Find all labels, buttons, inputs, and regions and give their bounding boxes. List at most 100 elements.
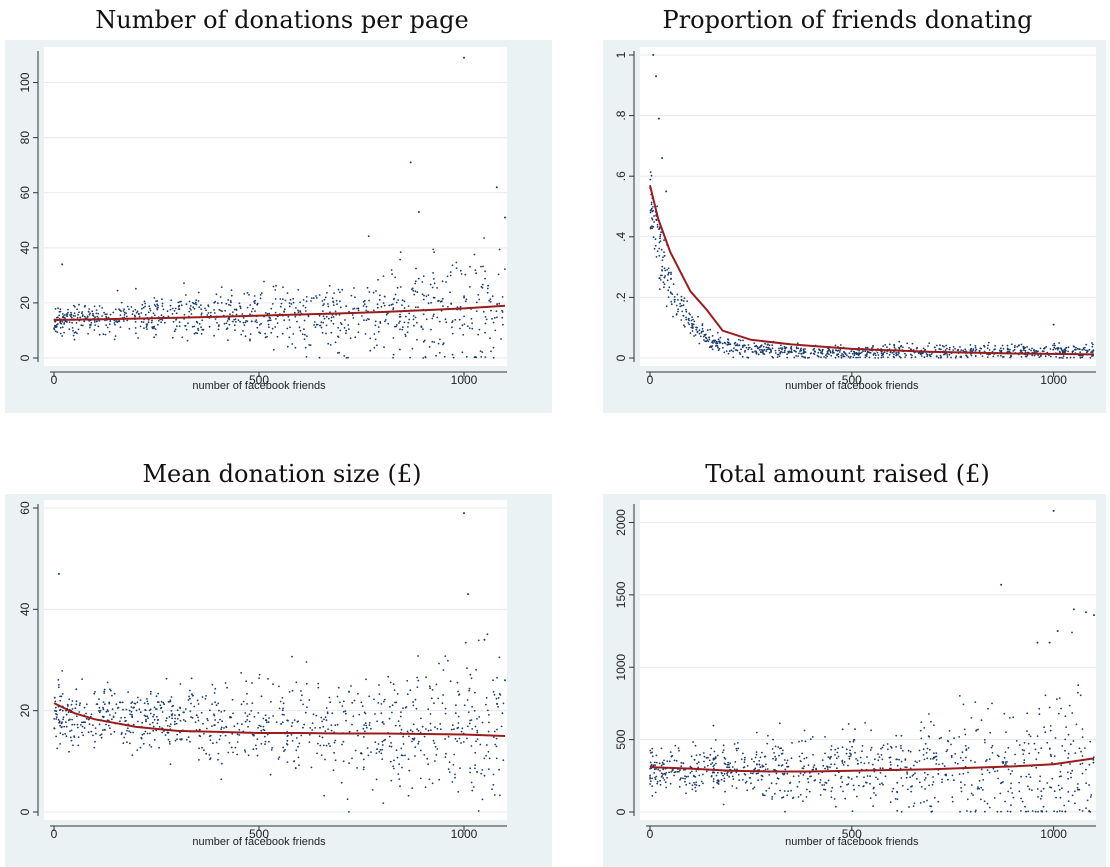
data-point: [429, 283, 432, 286]
data-point: [745, 346, 748, 349]
data-point: [153, 297, 156, 299]
data-point: [835, 349, 838, 352]
data-point: [1078, 348, 1080, 350]
data-point: [62, 718, 64, 721]
data-point: [260, 742, 263, 745]
data-point: [888, 343, 891, 346]
data-point: [382, 700, 385, 703]
data-point: [288, 305, 291, 308]
data-point: [309, 344, 312, 346]
data-point: [672, 315, 674, 318]
data-point: [1006, 810, 1009, 813]
data-point: [436, 748, 439, 750]
data-point: [249, 338, 251, 341]
data-point: [950, 743, 952, 746]
data-point: [964, 733, 967, 736]
data-point: [98, 710, 100, 712]
data-point: [230, 301, 232, 304]
data-point: [327, 303, 329, 305]
data-point: [301, 694, 303, 697]
data-point: [59, 724, 61, 727]
data-point: [490, 350, 492, 353]
data-point: [931, 810, 934, 813]
data-point: [213, 301, 216, 304]
data-point: [939, 354, 942, 357]
data-point: [489, 337, 491, 340]
data-point: [244, 720, 247, 723]
data-point: [712, 342, 714, 344]
data-point: [926, 747, 929, 750]
data-point: [987, 707, 989, 710]
data-point: [60, 726, 63, 729]
data-point: [252, 734, 255, 736]
data-point: [1007, 768, 1010, 771]
data-point: [993, 797, 996, 799]
data-point: [78, 711, 81, 713]
data-point: [1093, 614, 1095, 617]
data-point: [981, 773, 984, 776]
data-point: [236, 753, 239, 756]
data-point: [375, 752, 378, 754]
data-point: [330, 319, 333, 322]
data-point: [303, 319, 306, 322]
data-point: [145, 323, 148, 326]
data-point: [708, 759, 711, 762]
data-point: [999, 792, 1002, 795]
data-point: [338, 351, 341, 354]
data-point: [783, 345, 786, 348]
data-point: [139, 711, 142, 713]
data-point: [297, 720, 299, 723]
data-point: [488, 721, 490, 724]
data-point: [842, 790, 844, 793]
data-point: [431, 782, 434, 785]
data-point: [929, 758, 932, 760]
data-point: [348, 730, 351, 733]
data-point: [61, 326, 64, 329]
data-point: [238, 734, 241, 736]
data-point: [970, 784, 973, 786]
data-point: [864, 346, 867, 349]
data-point: [499, 694, 502, 696]
data-point: [185, 328, 188, 331]
data-point: [666, 269, 668, 271]
data-point: [120, 301, 123, 304]
data-point: [148, 744, 151, 746]
data-point: [387, 322, 390, 325]
data-point: [959, 810, 961, 813]
data-point: [939, 357, 942, 359]
data-point: [344, 319, 346, 321]
data-point: [126, 729, 128, 732]
data-point: [87, 332, 89, 335]
data-point: [398, 724, 401, 727]
data-point: [964, 348, 967, 351]
data-point: [875, 776, 877, 779]
data-point: [219, 309, 222, 312]
data-point: [332, 304, 335, 306]
data-point: [229, 300, 232, 302]
data-point: [901, 784, 904, 787]
data-point: [242, 321, 245, 324]
data-point: [908, 347, 910, 349]
data-point: [726, 771, 729, 773]
data-point: [1089, 740, 1092, 743]
data-point: [476, 717, 478, 720]
data-point: [101, 315, 103, 317]
data-point: [357, 692, 359, 695]
data-point: [1025, 355, 1028, 358]
data-point: [656, 780, 659, 783]
data-point: [229, 304, 232, 307]
data-point: [791, 742, 793, 744]
data-point: [1074, 790, 1076, 793]
data-point: [984, 810, 986, 813]
data-point: [678, 749, 680, 752]
data-point: [673, 774, 675, 777]
data-point: [293, 311, 296, 314]
data-point: [904, 356, 906, 358]
data-point: [1033, 354, 1036, 357]
data-point: [915, 777, 918, 780]
data-point: [166, 310, 169, 313]
data-point: [330, 331, 333, 334]
data-point: [363, 766, 365, 769]
chart-title: Number of donations per page: [95, 6, 469, 34]
data-point: [1077, 684, 1080, 687]
